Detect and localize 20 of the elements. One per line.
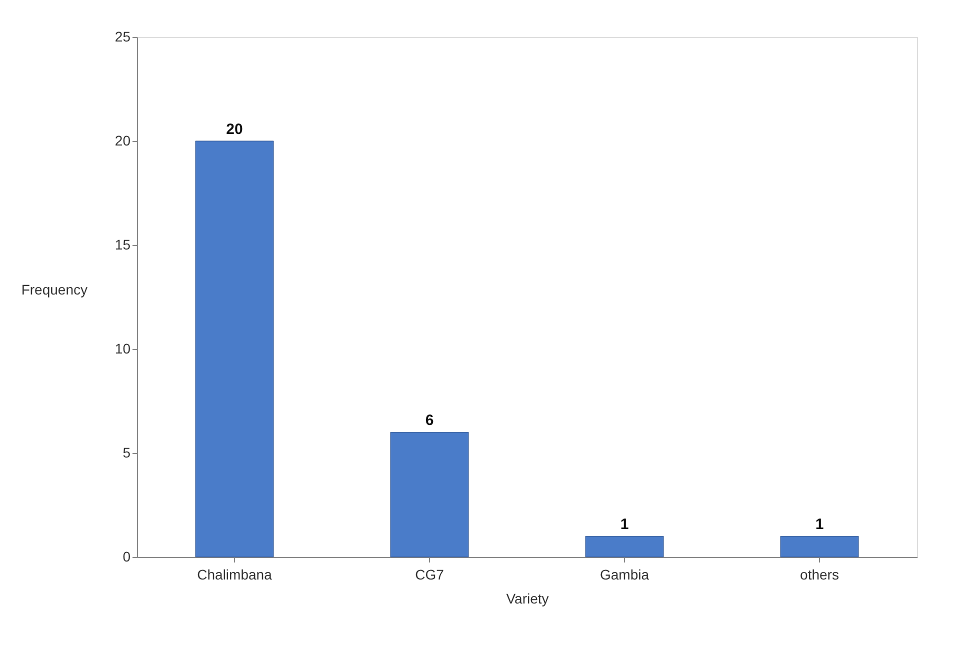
data-label: 6	[425, 412, 434, 430]
x-axis-title: Variety	[506, 590, 549, 606]
y-tick-label: 10	[114, 340, 131, 356]
x-tick-label: others	[800, 566, 839, 582]
y-tick-label: 15	[114, 236, 131, 252]
bar	[390, 432, 469, 558]
data-label: 1	[620, 516, 629, 534]
data-label: 1	[815, 516, 824, 534]
bar	[195, 140, 274, 558]
x-tick-label: Chalimbana	[197, 566, 272, 582]
bar	[585, 536, 664, 558]
y-tick-label: 25	[114, 28, 131, 44]
y-tick-label: 20	[114, 132, 131, 148]
x-tick-label: CG7	[415, 566, 444, 582]
data-label: 20	[226, 121, 243, 138]
x-tick-label: Gambia	[600, 566, 650, 582]
y-tick-label: 0	[122, 548, 131, 564]
y-tick-label: 5	[122, 444, 131, 460]
bar	[780, 536, 859, 558]
y-axis-title: Frequency	[21, 282, 88, 298]
